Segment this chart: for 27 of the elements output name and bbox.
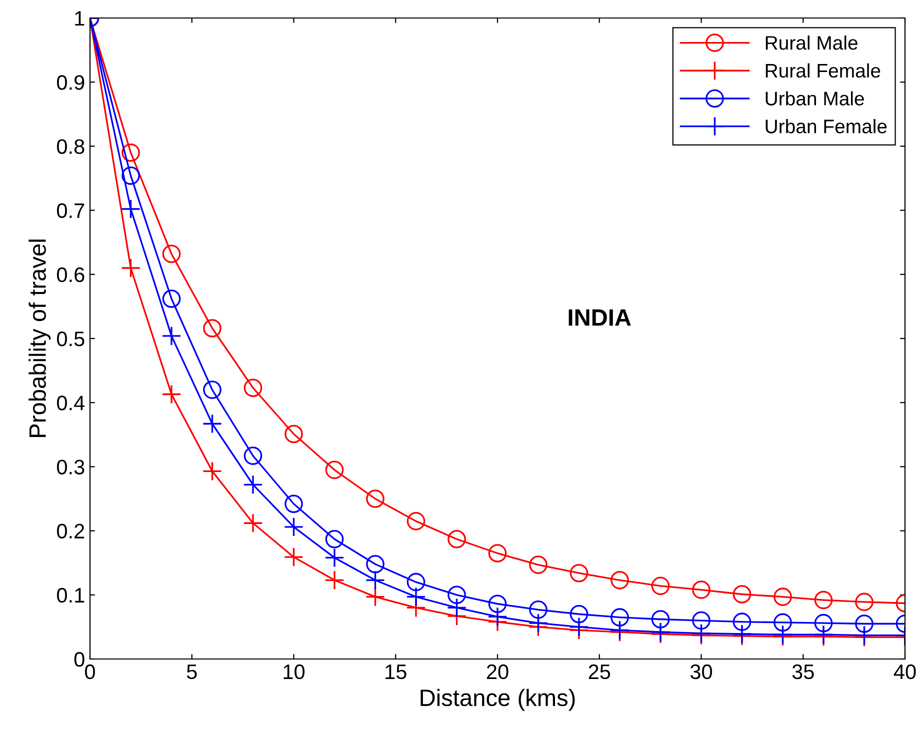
y-tick-label: 0.2 xyxy=(56,524,84,539)
x-tick-label: 0 xyxy=(85,664,95,680)
legend-label: Urban Male xyxy=(766,91,864,106)
y-tick-label: 0.4 xyxy=(56,396,85,410)
legend-label: Rural Female xyxy=(766,63,880,78)
y-axis-title: Probability of travel xyxy=(28,240,51,437)
x-tick-label: 10 xyxy=(284,664,305,680)
y-tick-label: 0.7 xyxy=(56,203,84,218)
y-tick-label: 1 xyxy=(75,11,84,26)
y-tick-label: 0.9 xyxy=(56,75,84,90)
y-tick-label: 0.5 xyxy=(56,332,84,346)
y-tick-label: 0.3 xyxy=(56,460,84,474)
annotation: INDIA xyxy=(568,309,631,326)
y-tick-label: 0.6 xyxy=(56,267,84,282)
x-tick-label: 5 xyxy=(186,664,197,680)
x-tick-label: 30 xyxy=(690,664,712,680)
y-tick-label: 0.1 xyxy=(56,588,84,603)
x-tick-label: 15 xyxy=(386,664,406,680)
y-tick-label: 0.8 xyxy=(56,139,84,154)
legend-label: Urban Female xyxy=(766,119,887,134)
y-tick-label: 0 xyxy=(74,652,84,667)
x-tick-label: 25 xyxy=(588,664,610,680)
x-tick-label: 20 xyxy=(486,664,508,680)
x-tick-label: 35 xyxy=(792,664,814,680)
x-tick-label: 40 xyxy=(894,664,916,680)
legend-label: Rural Male xyxy=(766,36,858,50)
x-axis-title: Distance (kms) xyxy=(420,688,575,711)
